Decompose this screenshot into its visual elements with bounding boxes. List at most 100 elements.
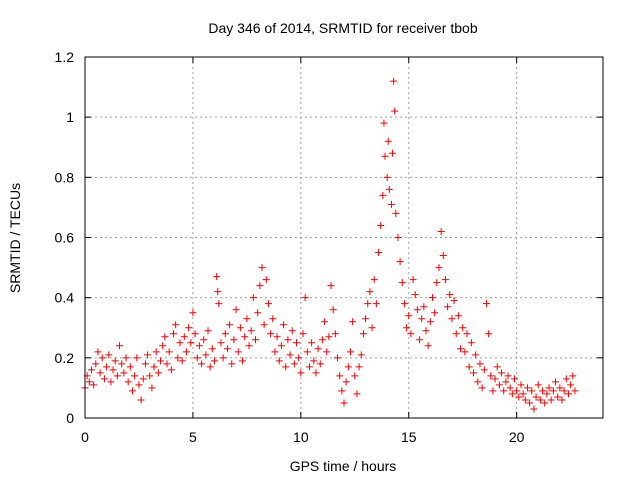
data-point [87,366,95,374]
data-point [226,321,234,329]
data-point [452,330,460,338]
data-point [375,249,383,257]
data-point [474,378,482,386]
data-point [146,372,154,380]
data-point [241,333,249,341]
data-point [178,357,186,365]
data-point [245,342,253,350]
data-point [109,366,117,374]
data-point [198,360,206,368]
data-point [357,351,365,359]
data-point [214,288,222,296]
data-point [312,369,320,377]
data-point [472,351,480,359]
data-point [353,390,361,398]
data-point [200,336,208,344]
data-point [463,330,471,338]
data-point [467,339,475,347]
data-point [111,357,119,365]
data-point [390,77,398,85]
data-point [411,291,419,299]
data-point [384,137,392,145]
data-point [295,354,303,362]
data-point [113,372,121,380]
data-point [433,279,441,287]
data-point [349,318,357,326]
data-point [504,372,512,380]
data-point [144,351,152,359]
data-point [193,354,201,362]
data-point [269,315,277,323]
data-point [489,387,497,395]
data-point [92,360,100,368]
data-point [482,300,490,308]
data-point [219,354,227,362]
data-point [310,357,318,365]
data-point [495,381,503,389]
data-point [94,348,102,356]
data-point [284,336,292,344]
data-point [428,294,436,302]
data-point [552,378,560,386]
y-tick-label: 0.2 [55,350,75,366]
x-tick-label: 0 [81,429,89,445]
data-point [405,312,413,320]
data-point [521,396,529,404]
data-point [264,300,272,308]
data-point [211,357,218,365]
data-point [435,264,443,272]
data-point [126,363,134,371]
data-point [150,363,158,371]
data-point [515,393,523,401]
data-points [81,77,579,413]
data-point [331,330,339,338]
data-point [454,312,462,320]
data-point [368,324,376,332]
data-point [174,354,182,362]
data-point [305,363,313,371]
data-point [519,390,527,398]
data-point [441,276,449,284]
data-point [342,378,350,386]
data-point [299,330,307,338]
data-point [523,384,531,392]
data-point [400,300,408,308]
y-tick-label: 0.4 [55,290,75,306]
data-point [362,315,370,323]
data-point [256,282,264,290]
data-point [562,375,570,383]
data-point [366,288,374,296]
data-point [230,336,238,344]
data-point [189,309,197,317]
data-point [105,351,113,359]
data-point [180,333,188,341]
data-point [426,318,434,326]
data-point [271,348,279,356]
data-point [293,339,301,347]
data-point [506,384,514,392]
data-point [391,107,399,115]
data-point [85,378,93,386]
data-point [450,297,458,305]
data-point [249,294,257,302]
data-point [301,294,309,302]
data-point [539,387,547,395]
data-point [457,345,465,353]
data-point [422,327,430,335]
data-point [275,357,283,365]
data-point [383,173,391,181]
data-point [223,345,231,353]
data-point [536,396,544,404]
data-point [528,387,536,395]
data-point [182,348,190,356]
data-point [541,399,549,407]
data-point [163,360,171,368]
data-point [517,381,525,389]
data-point [431,309,439,317]
data-point [165,348,173,356]
data-point [208,345,216,353]
data-point [176,339,184,347]
data-point [493,363,501,371]
data-point [370,276,378,284]
